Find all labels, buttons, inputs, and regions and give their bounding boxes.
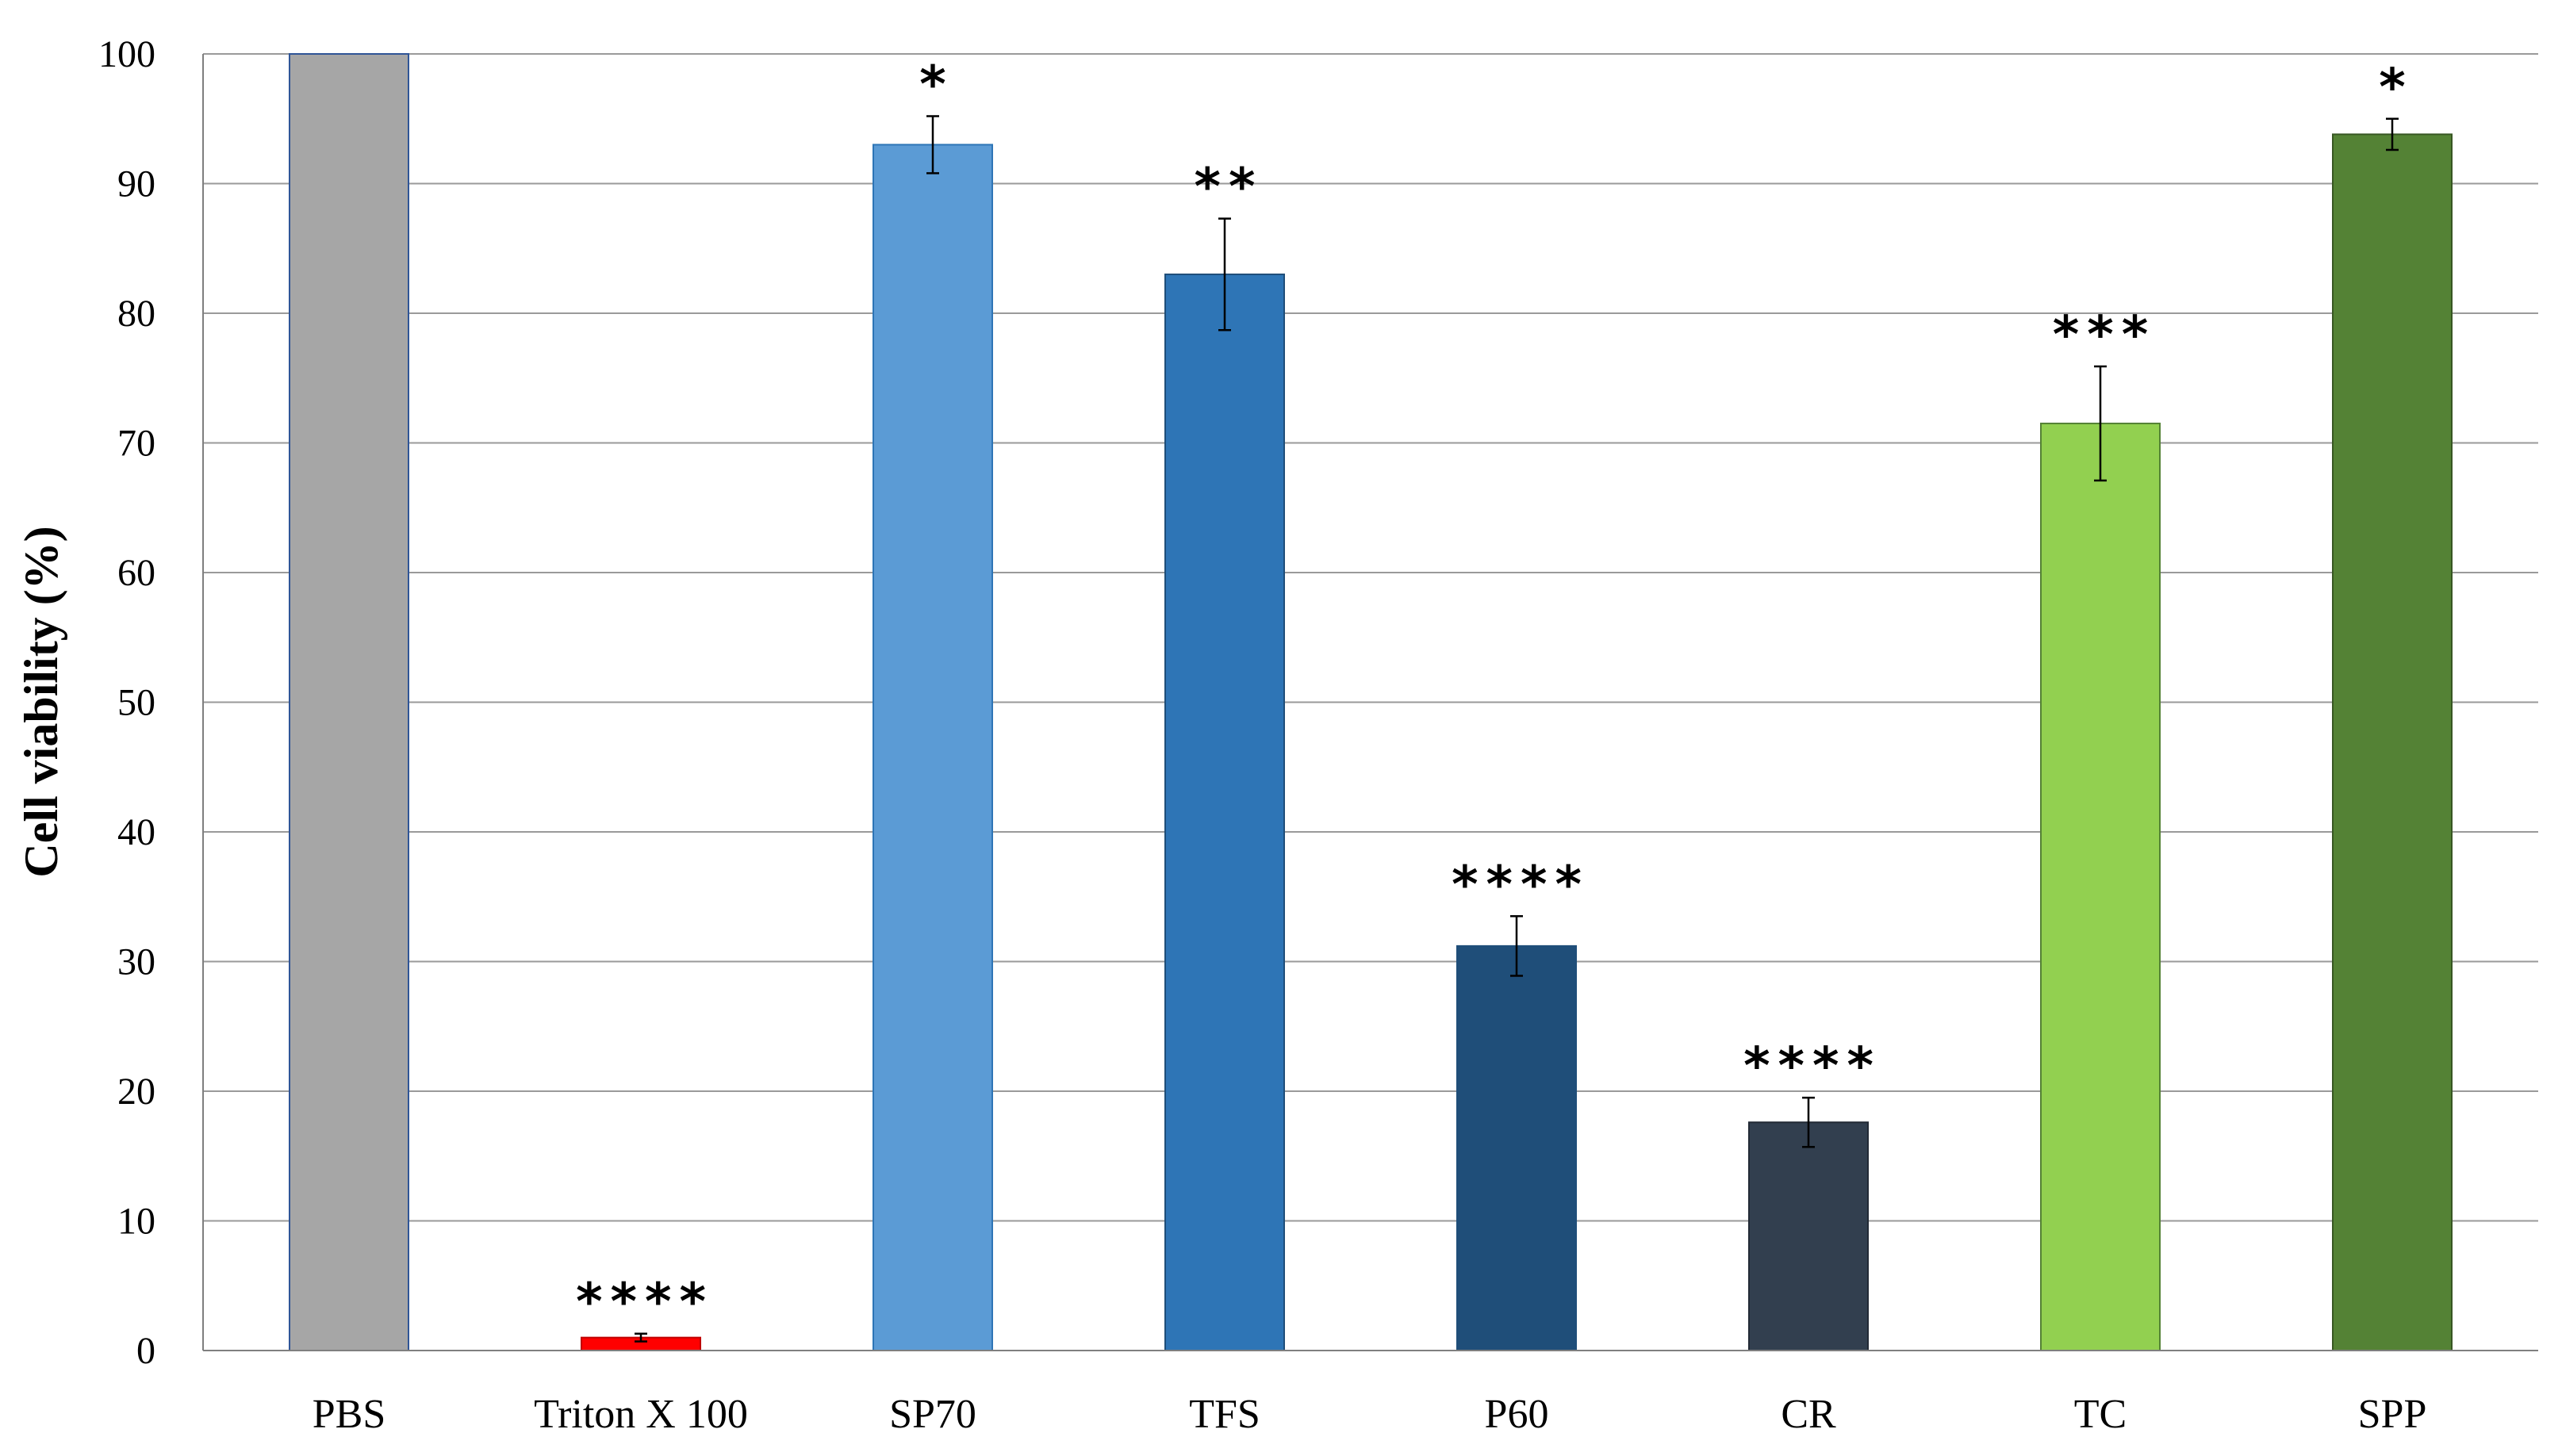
x-tick-label: TC xyxy=(2074,1392,2127,1437)
y-tick-label: 10 xyxy=(117,1201,155,1243)
y-tick-label: 100 xyxy=(98,33,155,75)
x-axis-labels: PBS Triton X 100 SP70 TFS P60 CR TC SPP xyxy=(313,1392,2427,1437)
y-axis-label: Cell viability (%) xyxy=(15,526,67,877)
significance-label: **** xyxy=(1743,1037,1881,1096)
gridlines xyxy=(203,53,2538,1222)
x-tick-label: SPP xyxy=(2358,1392,2427,1437)
y-tick-label: 50 xyxy=(117,682,155,724)
y-tick-label: 30 xyxy=(117,941,155,983)
significance-label: ** xyxy=(1195,159,1264,217)
significance-label: **** xyxy=(576,1274,714,1332)
bar-spp xyxy=(2332,133,2453,1351)
y-axis-ticks: 0 10 20 30 40 50 60 70 80 90 100 xyxy=(98,33,155,1372)
significance-label: **** xyxy=(1452,856,1590,914)
bar-tfs xyxy=(1164,273,1285,1352)
x-tick-label: CR xyxy=(1781,1392,1836,1437)
y-tick-label: 70 xyxy=(117,423,155,465)
significance-label: * xyxy=(919,56,953,114)
error-bars xyxy=(635,115,2399,1343)
x-tick-label: P60 xyxy=(1485,1392,1549,1437)
y-tick-label: 0 xyxy=(136,1330,155,1372)
y-tick-label: 80 xyxy=(117,293,155,335)
bars xyxy=(289,53,2453,1352)
x-tick-label: SP70 xyxy=(889,1392,976,1437)
bar-tc xyxy=(2040,422,2161,1351)
bar-sp70 xyxy=(873,144,993,1352)
y-tick-label: 60 xyxy=(117,552,155,594)
y-tick-label: 20 xyxy=(117,1071,155,1113)
y-tick-label: 90 xyxy=(117,163,155,205)
bar-pbs xyxy=(289,53,409,1351)
significance-label: *** xyxy=(2053,306,2156,365)
bar-p60 xyxy=(1456,944,1577,1351)
x-tick-label: PBS xyxy=(313,1392,386,1437)
x-tick-label: Triton X 100 xyxy=(534,1392,748,1437)
x-tick-label: TFS xyxy=(1189,1392,1260,1437)
bar-cr xyxy=(1748,1121,1869,1351)
significance-labels: ******************* xyxy=(576,56,2413,1332)
y-tick-label: 40 xyxy=(117,811,155,853)
significance-label: * xyxy=(2379,59,2413,117)
